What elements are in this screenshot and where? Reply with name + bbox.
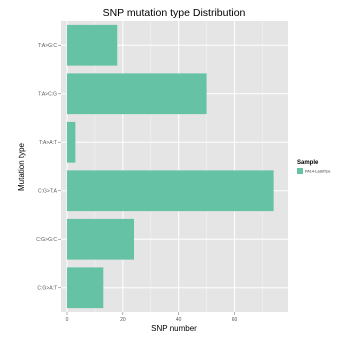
y-tick-label: T:A>G:C	[38, 43, 57, 49]
y-tick-label: T:A>C:G	[38, 92, 57, 98]
y-tick-label: C:G>T:A	[38, 189, 58, 195]
bar-T:A>G:C	[67, 24, 118, 66]
x-axis-ticks: 0 20 40 60	[66, 312, 238, 323]
y-tick-label: C:G>G:C	[36, 237, 57, 243]
bar-C:G>A:T	[67, 267, 104, 309]
bar-C:G>G:C	[67, 218, 135, 260]
chart-title: SNP mutation type Distribution	[103, 7, 246, 19]
bar-T:A>C:G	[67, 73, 207, 115]
x-tick-label: 60	[232, 317, 238, 323]
legend: Sample PA14-LasBTpe	[297, 160, 330, 174]
plot-panel	[61, 21, 288, 312]
legend-key	[297, 168, 303, 174]
legend-label: PA14-LasBTpe	[305, 170, 330, 174]
y-tick-label: C:G>A:T	[37, 286, 57, 292]
y-axis-ticks: T:A>G:C T:A>C:G T:A>A:T C:G>T:A C:G>G:C C:G>A…	[36, 43, 61, 292]
x-tick-label: 40	[176, 317, 182, 323]
y-axis-title: Mutation type	[17, 142, 26, 191]
y-tick-label: T:A>A:T	[39, 140, 57, 146]
bars	[67, 24, 274, 309]
x-axis-title: SNP number	[151, 324, 197, 333]
x-tick-label: 0	[66, 317, 69, 323]
bar-C:G>T:A	[67, 170, 274, 212]
legend-title: Sample	[297, 160, 319, 166]
x-tick-label: 20	[120, 317, 126, 323]
bar-T:A>A:T	[67, 121, 76, 163]
